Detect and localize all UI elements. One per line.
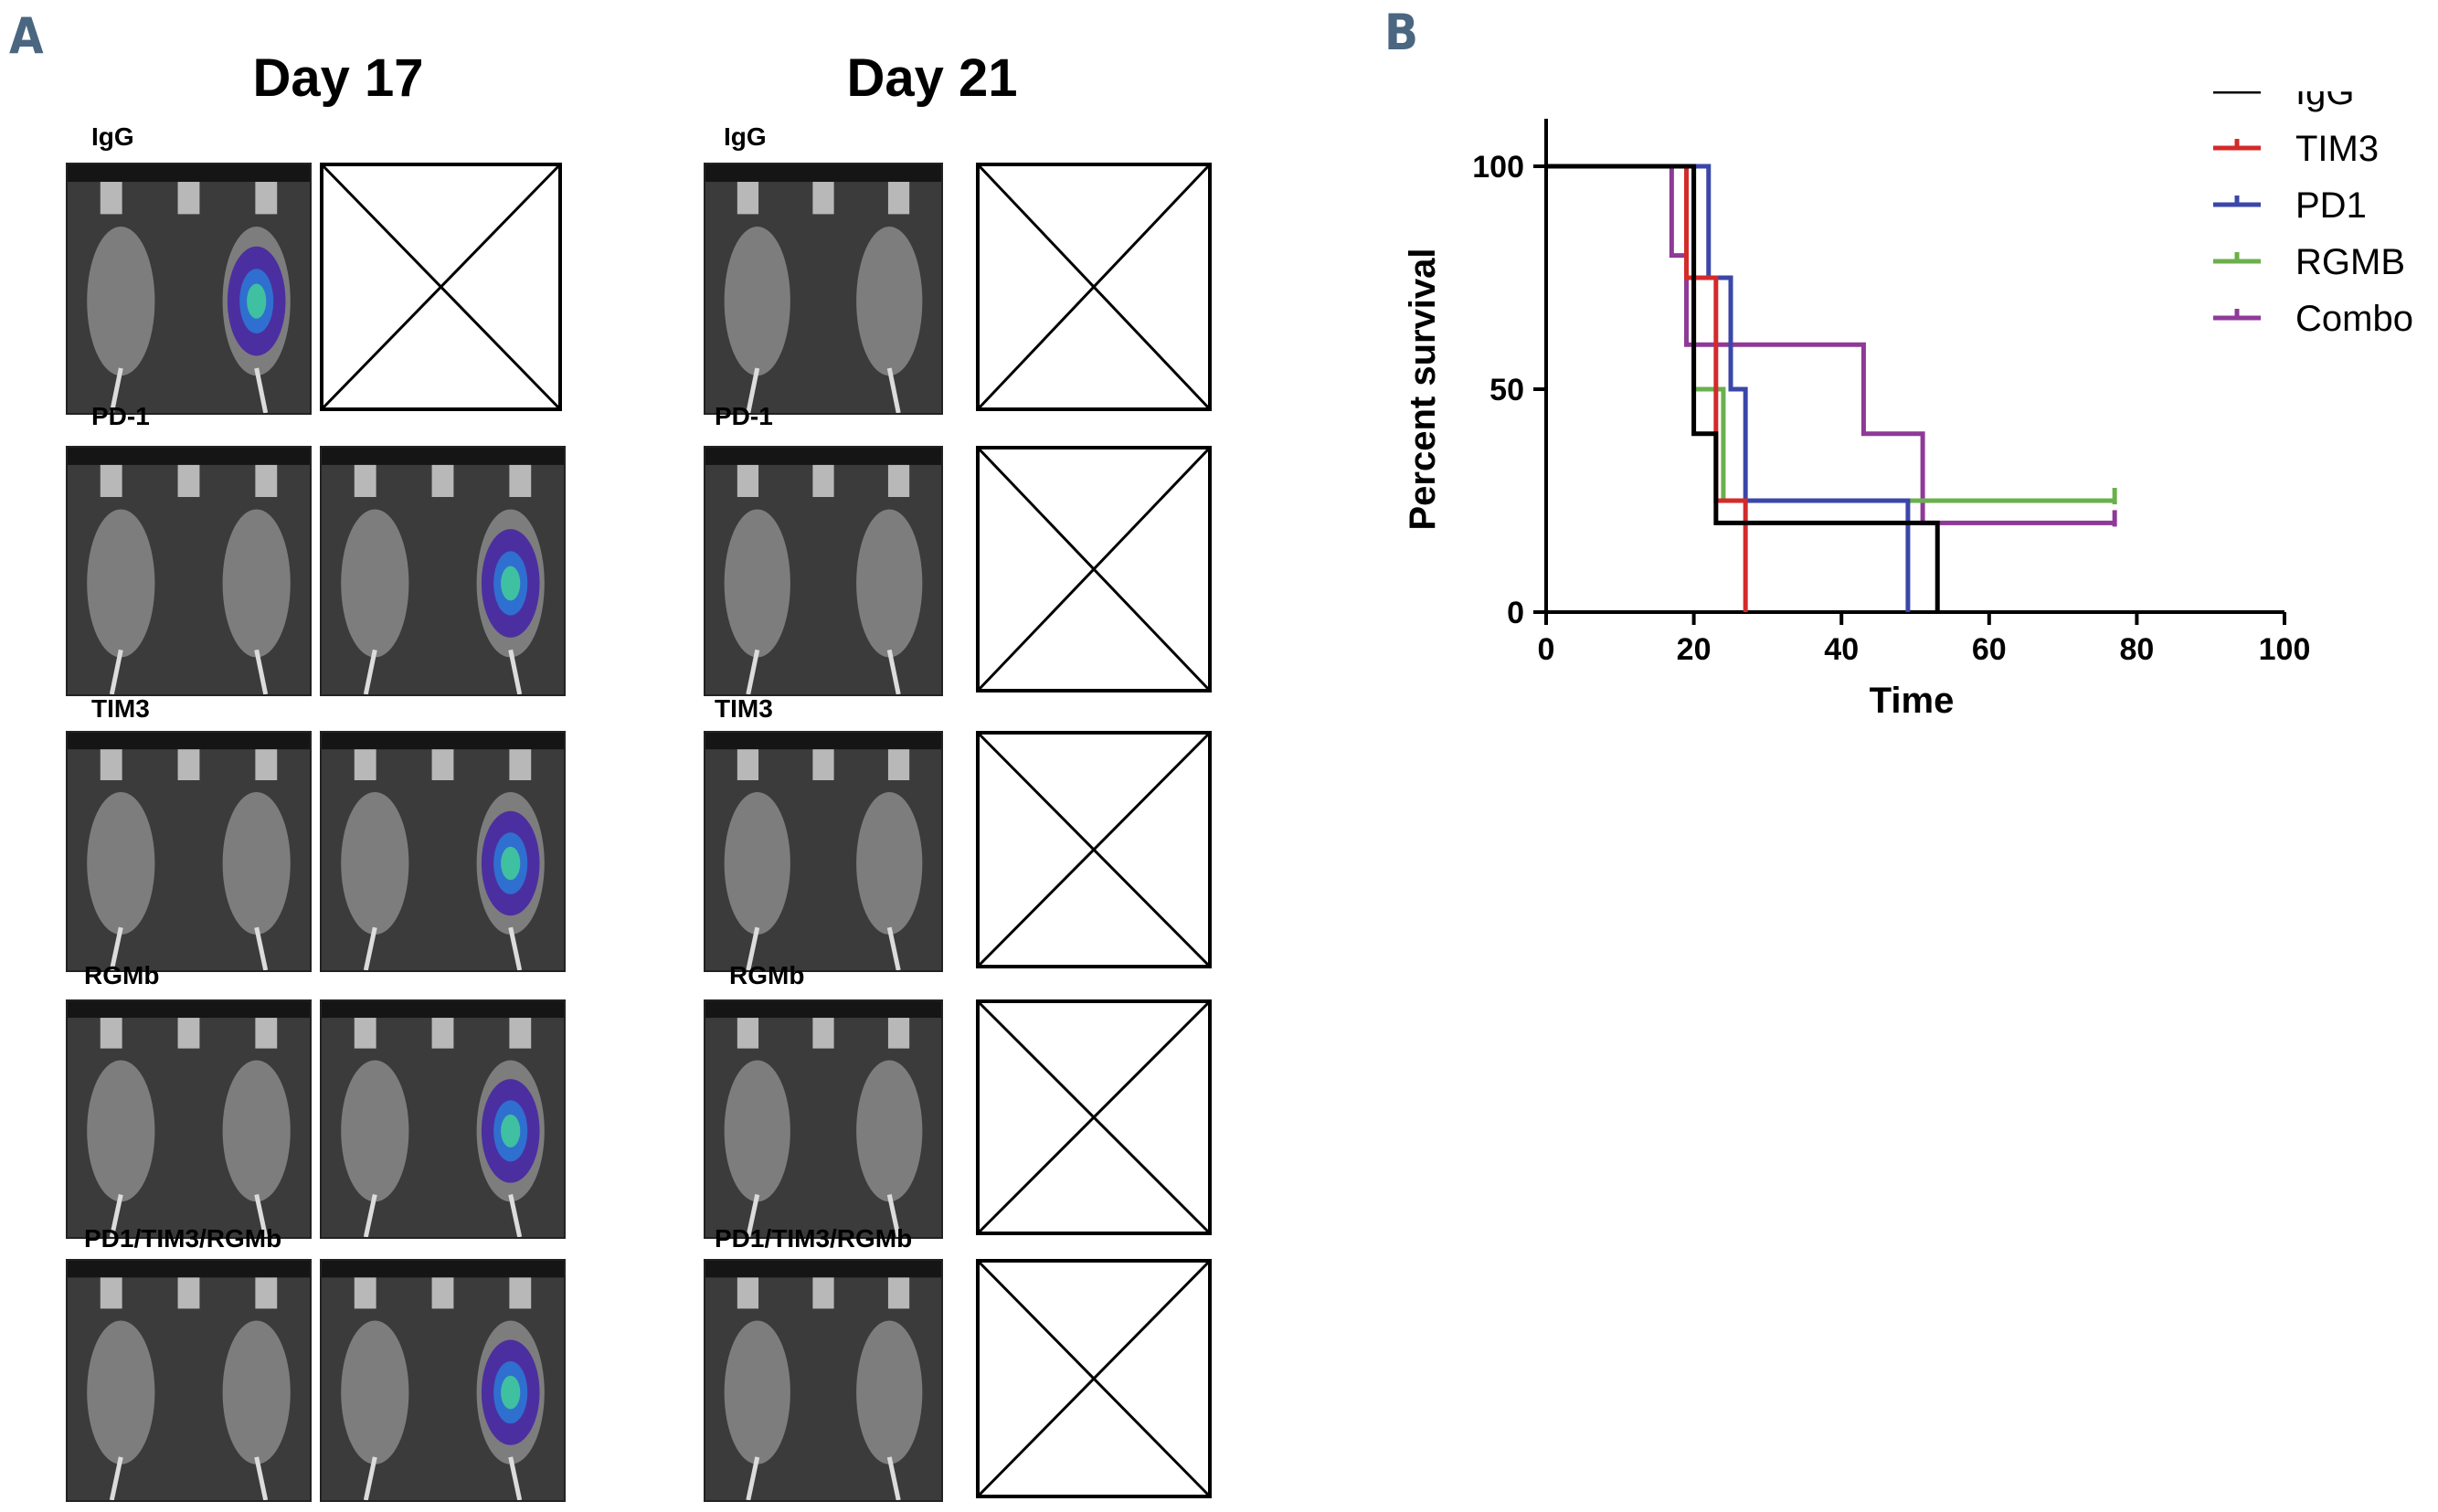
- panel-a-letter: A: [9, 7, 44, 65]
- crossed-out-box: [976, 446, 1212, 693]
- y-tick-label: 50: [1489, 373, 1524, 407]
- group-label: PD1/TIM3/RGMb: [715, 1224, 913, 1253]
- x-tick-label: 40: [1824, 632, 1859, 667]
- mice-bioluminescence-image: [66, 731, 312, 972]
- y-tick-label: 0: [1507, 596, 1524, 630]
- x-tick-label: 20: [1677, 632, 1712, 667]
- panel-b-letter: B: [1384, 4, 1419, 61]
- mice-bioluminescence-image: [66, 999, 312, 1239]
- mice-bioluminescence-image: [704, 1259, 943, 1502]
- mice-bioluminescence-image: [320, 999, 566, 1239]
- legend-label: IgG: [2295, 91, 2354, 112]
- group-label: PD-1: [715, 402, 773, 430]
- legend-label: Combo: [2295, 299, 2413, 339]
- group-label: TIM3: [715, 694, 773, 723]
- group-label: IgG: [724, 122, 767, 151]
- mice-bioluminescence-image: [704, 731, 943, 972]
- mice-bioluminescence-image: [320, 446, 566, 696]
- chart-axes: 0 20 40 60 80 100 0 50 100 Time Percent survival: [1403, 119, 2310, 721]
- group-label: TIM3: [91, 694, 150, 723]
- x-tick-label: 100: [2259, 632, 2311, 667]
- mice-bioluminescence-image: [704, 999, 943, 1239]
- y-tick-label: 100: [1472, 150, 1524, 185]
- x-tick-label: 60: [1972, 632, 2007, 667]
- mice-bioluminescence-image: [320, 731, 566, 972]
- survival-series-rgmb: [1546, 164, 2115, 503]
- mice-bioluminescence-image: [66, 163, 312, 415]
- crossed-out-box: [976, 163, 1212, 411]
- x-tick-label: 80: [2119, 632, 2154, 667]
- mice-bioluminescence-image: [320, 1259, 566, 1502]
- chart-series: [1546, 164, 2117, 612]
- mice-bioluminescence-image: [704, 163, 943, 415]
- mice-bioluminescence-image: [66, 1259, 312, 1502]
- crossed-out-box: [976, 999, 1212, 1235]
- day17-heading: Day 17: [252, 48, 424, 108]
- survival-chart: 0 20 40 60 80 100 0 50 100 Time Percent survival I…: [1403, 91, 2413, 721]
- group-label: IgG: [91, 122, 134, 151]
- chart-legend: IgG TIM3 PD1 RGMB Combo: [2213, 91, 2413, 339]
- crossed-out-box: [320, 163, 562, 411]
- legend-label: RGMB: [2295, 242, 2405, 282]
- group-label: PD1/TIM3/RGMb: [84, 1224, 282, 1253]
- x-tick-label: 0: [1538, 632, 1555, 667]
- survival-series-pd1: [1546, 164, 1911, 612]
- mice-bioluminescence-image: [704, 446, 943, 696]
- group-label: RGMb: [84, 961, 160, 989]
- group-label: RGMb: [729, 961, 805, 989]
- survival-series-tim3: [1546, 164, 1748, 612]
- legend-label: PD1: [2295, 185, 2367, 226]
- survival-series-combo: [1546, 164, 2115, 525]
- legend-label: TIM3: [2295, 129, 2379, 169]
- imaging-panel: IgG IgG PD-1 PD-1 TIM3 TIM3 RGMb RGMb PD1/TIM3/R…: [66, 122, 1212, 1502]
- crossed-out-box: [976, 731, 1212, 968]
- survival-series-igg: [1546, 164, 1940, 612]
- crossed-out-box: [976, 1259, 1212, 1498]
- x-axis-title: Time: [1870, 681, 1955, 721]
- group-label: PD-1: [91, 402, 150, 430]
- day21-heading: Day 21: [846, 48, 1018, 108]
- y-axis-title: Percent survival: [1403, 248, 1443, 530]
- mice-bioluminescence-image: [66, 446, 312, 696]
